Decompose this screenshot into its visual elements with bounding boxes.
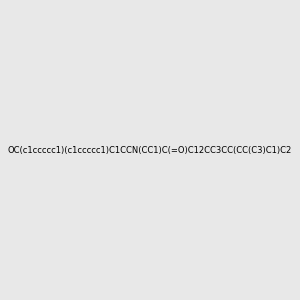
Text: OC(c1ccccc1)(c1ccccc1)C1CCN(CC1)C(=O)C12CC3CC(CC(C3)C1)C2: OC(c1ccccc1)(c1ccccc1)C1CCN(CC1)C(=O)C12… [8,146,292,154]
